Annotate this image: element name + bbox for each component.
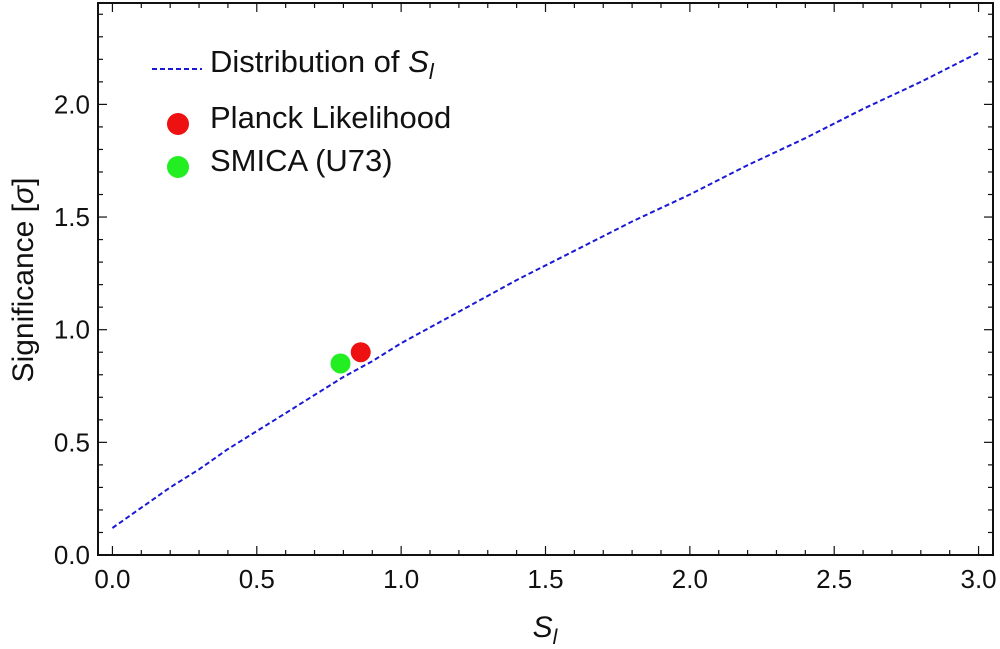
legend-label-planck: Planck Likelihood — [210, 100, 451, 135]
x-axis-title: Sl — [533, 611, 559, 649]
y-tick-label: 1.0 — [54, 315, 90, 345]
tick-labels: 0.0 0.5 1.0 1.5 2.0 2.5 3.0 0.0 0.5 1.0 1.5 2.0 — [54, 89, 997, 594]
data-point-planck — [350, 342, 371, 363]
axis-ticks — [98, 3, 993, 556]
legend-label-distribution-sym: S — [408, 44, 429, 79]
legend-swatch-smica — [167, 156, 189, 178]
legend-label-distribution: Distribution of Sl — [210, 44, 435, 84]
legend-label-smica: SMICA (U73) — [210, 143, 393, 178]
y-axis-title-symbol: σ — [7, 184, 40, 204]
x-tick-label: 2.0 — [672, 564, 708, 594]
series-line-distribution — [111, 51, 980, 529]
y-axis-title-suffix: ] — [7, 178, 40, 186]
legend-label-distribution-sub: l — [429, 59, 435, 84]
legend-swatch-planck — [167, 113, 189, 135]
y-tick-label: 1.5 — [54, 202, 90, 232]
y-tick-label: 2.0 — [54, 89, 90, 119]
y-tick-label: 0.5 — [54, 427, 90, 457]
x-tick-label: 2.5 — [816, 564, 852, 594]
plot-frame — [97, 2, 994, 556]
x-tick-label: 0.5 — [239, 564, 275, 594]
y-axis-title-prefix: Significance [ — [7, 203, 40, 382]
legend: Distribution of Sl Planck Likelihood SMI… — [152, 44, 451, 178]
x-tick-label: 1.5 — [527, 564, 563, 594]
legend-label-distribution-main: Distribution of — [210, 44, 408, 79]
y-axis-title: Significance [σ] — [7, 178, 40, 383]
series-layer — [111, 51, 980, 529]
x-axis-title-main: S — [533, 611, 553, 644]
y-tick-label: 0.0 — [54, 540, 90, 570]
data-point-smica — [330, 353, 351, 374]
x-axis-title-sub: l — [553, 626, 559, 649]
x-tick-label: 1.0 — [383, 564, 419, 594]
x-tick-label: 3.0 — [960, 564, 996, 594]
x-tick-label: 0.0 — [94, 564, 130, 594]
